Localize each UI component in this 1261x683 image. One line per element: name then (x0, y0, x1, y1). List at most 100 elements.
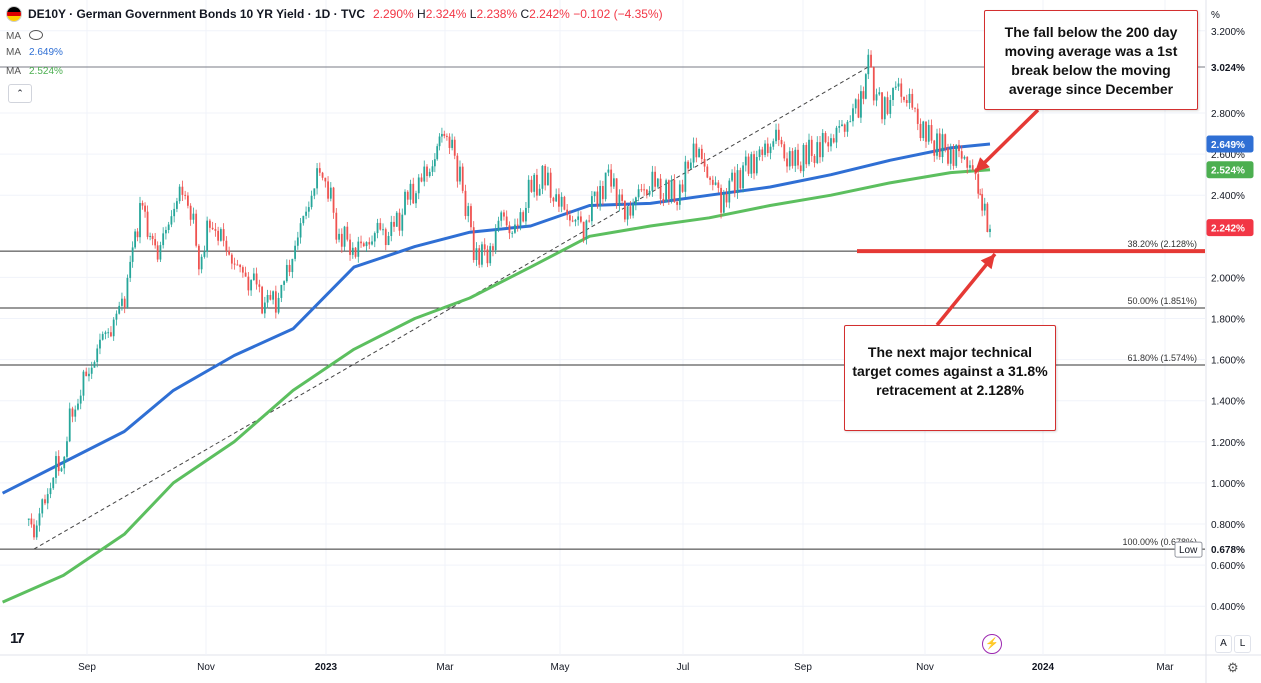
indicator-ma-1[interactable]: MA (6, 29, 43, 42)
candle-body (71, 408, 74, 417)
fib-level-label: 50.00% (1.851%) (1127, 296, 1197, 306)
eye-off-icon[interactable] (29, 30, 43, 40)
candle-body (925, 121, 927, 142)
candle-body (692, 143, 695, 163)
candle-body (438, 136, 441, 147)
candle-body (711, 179, 714, 185)
candle-body (930, 125, 933, 141)
candle-body (371, 241, 373, 245)
candle-body (346, 226, 349, 240)
candle-body (651, 171, 654, 191)
candle-body (670, 180, 673, 199)
candle-body (536, 174, 538, 196)
gear-icon[interactable]: ⚙ (1227, 660, 1239, 675)
candle-body (772, 141, 775, 147)
candle-body (390, 221, 393, 236)
candle-body (797, 149, 799, 166)
candle-body (318, 168, 321, 173)
candle-body (433, 159, 436, 167)
candle-body (676, 201, 678, 205)
candle-body (769, 146, 772, 154)
candle-body (332, 187, 335, 213)
candle-body (505, 216, 508, 226)
candle-body (296, 237, 299, 246)
y-tick-label: 0.800% (1211, 520, 1245, 531)
candle-body (269, 295, 272, 300)
candle-body (629, 206, 632, 216)
candle-body (989, 228, 991, 232)
y-tick-label: 1.400% (1211, 397, 1245, 408)
candle-body (623, 200, 626, 220)
price-label-box (1206, 219, 1254, 237)
candle-body (131, 247, 134, 262)
candle-body (601, 186, 604, 200)
candle-body (250, 280, 253, 291)
candle-body (747, 156, 750, 174)
candle-body (44, 499, 46, 504)
x-tick-label: May (551, 662, 570, 673)
candle-body (33, 524, 35, 538)
candle-body (321, 172, 324, 178)
auto-scale-button[interactable]: A (1215, 635, 1232, 653)
candle-body (662, 198, 665, 202)
candle-body (883, 97, 886, 120)
candle-body (324, 177, 327, 182)
tradingview-logo: 17 (10, 630, 25, 647)
candle-body (178, 186, 181, 202)
candle-body (533, 174, 536, 192)
candle-body (643, 189, 646, 191)
candle-body (376, 222, 379, 234)
candle-body (428, 171, 431, 177)
candle-body (187, 195, 189, 206)
flash-icon[interactable]: ⚡ (982, 634, 1002, 654)
candle-body (225, 240, 228, 251)
candle-body (417, 177, 420, 194)
candle-body (453, 139, 456, 156)
candle-body (313, 188, 316, 196)
candle-body (66, 441, 68, 457)
collapse-legend-button[interactable]: ⌃ (8, 84, 32, 103)
candle-body (881, 92, 883, 120)
candle-body (846, 121, 849, 132)
candle-body (126, 277, 129, 308)
indicator-ma-2[interactable]: MA 2.649% (6, 47, 63, 58)
candle-body (197, 245, 200, 270)
ohlc-readout: 2.290% H2.324% L2.238% C2.242% −0.102 (−… (372, 7, 663, 21)
candle-body (329, 187, 332, 199)
candle-body (794, 149, 797, 166)
candle-body (864, 74, 867, 99)
candle-body (151, 235, 154, 240)
annotation-200-day-break[interactable]: The fall below the 200 day moving averag… (984, 10, 1198, 110)
candle-body (599, 186, 602, 207)
candle-body (60, 468, 63, 472)
candle-body (875, 94, 878, 101)
symbol-title[interactable]: DE10Y · German Government Bonds 10 YR Yi… (28, 7, 365, 21)
log-scale-button[interactable]: L (1234, 635, 1251, 653)
candle-body (219, 229, 222, 241)
candle-body (936, 133, 938, 156)
candle-body (538, 188, 541, 196)
candle-body (500, 212, 503, 221)
candle-body (41, 499, 44, 514)
candle-body (574, 219, 577, 222)
candle-body (841, 124, 843, 127)
candle-body (870, 54, 872, 68)
candle-body (52, 477, 55, 489)
candle-body (621, 194, 624, 201)
indicator-ma-3[interactable]: MA 2.524% (6, 66, 63, 77)
candle-body (415, 193, 417, 204)
candle-body (393, 221, 395, 227)
x-tick-label: Nov (197, 662, 215, 673)
candle-body (184, 194, 187, 196)
candle-body (739, 170, 742, 189)
candle-body (986, 203, 989, 232)
candle-body (830, 138, 832, 147)
candle-body (291, 258, 294, 273)
candle-body (228, 250, 231, 255)
candle-body (687, 161, 689, 169)
candle-body (90, 367, 93, 374)
candle-body (979, 193, 982, 195)
candle-body (272, 291, 274, 300)
candle-body (497, 220, 500, 231)
annotation-next-target[interactable]: The next major technical target comes ag… (844, 325, 1056, 431)
